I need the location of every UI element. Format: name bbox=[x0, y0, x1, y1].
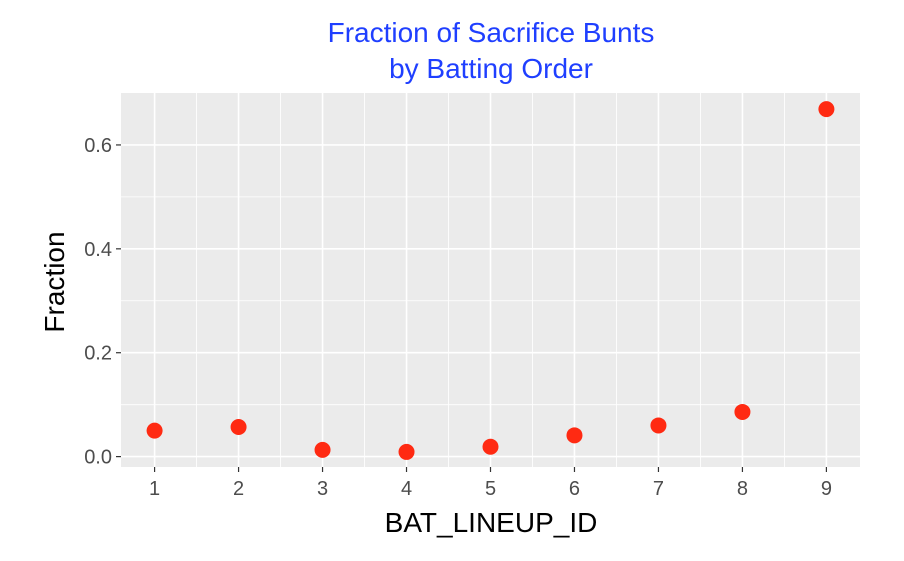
data-point bbox=[566, 427, 583, 444]
y-tick-label: 0.6 bbox=[84, 135, 112, 157]
x-tick-label: 1 bbox=[149, 478, 160, 500]
data-point bbox=[734, 403, 751, 420]
y-tick-label: 0.0 bbox=[84, 447, 112, 469]
x-tick-label: 3 bbox=[317, 478, 328, 500]
chart-title: Fraction of Sacrifice Bunts bbox=[328, 17, 655, 48]
data-point bbox=[314, 441, 331, 458]
data-point bbox=[398, 443, 415, 460]
x-tick-label: 2 bbox=[233, 478, 244, 500]
x-tick-label: 6 bbox=[569, 478, 580, 500]
x-axis: 1 2 3 4 5 6 7 8 9 bbox=[149, 467, 832, 500]
y-tick-label: 0.2 bbox=[84, 343, 112, 365]
data-point bbox=[482, 438, 499, 455]
y-tick-label: 0.4 bbox=[84, 239, 112, 261]
chart-subtitle: by Batting Order bbox=[389, 53, 593, 84]
x-tick-label: 4 bbox=[401, 478, 412, 500]
x-tick-label: 5 bbox=[485, 478, 496, 500]
data-points bbox=[146, 101, 835, 460]
data-point bbox=[146, 422, 163, 439]
x-tick-label: 7 bbox=[653, 478, 664, 500]
y-axis-title: Fraction bbox=[39, 231, 70, 332]
x-tick-label: 8 bbox=[737, 478, 748, 500]
x-tick-label: 9 bbox=[821, 478, 832, 500]
data-point bbox=[230, 419, 247, 436]
x-axis-title: BAT_LINEUP_ID bbox=[385, 507, 598, 538]
y-axis: 0.0 0.2 0.4 0.6 bbox=[84, 135, 121, 469]
data-point bbox=[818, 101, 835, 118]
data-point bbox=[650, 417, 667, 434]
